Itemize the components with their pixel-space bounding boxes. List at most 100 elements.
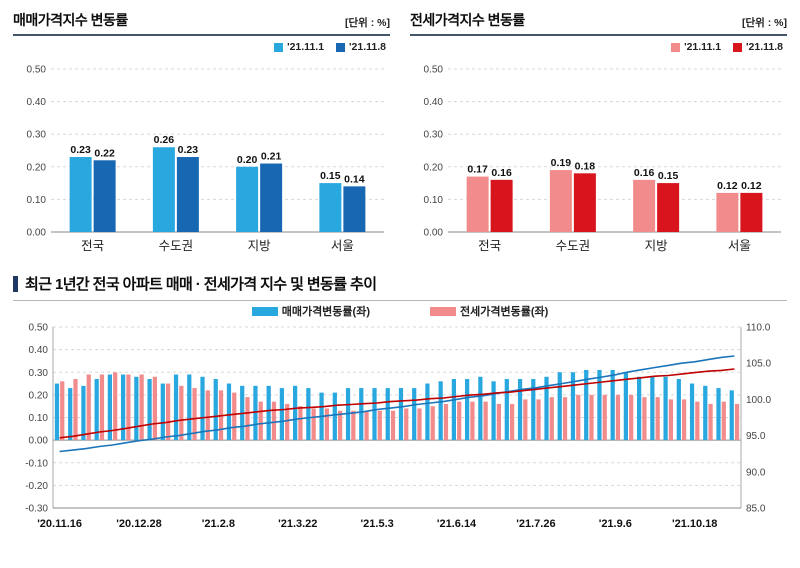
y-tick-label: 0.50 — [27, 65, 47, 76]
bar — [438, 381, 443, 441]
bar — [562, 397, 568, 441]
bar — [602, 394, 607, 441]
bar — [443, 403, 449, 441]
bar-value-label: 0.18 — [575, 160, 596, 172]
bar — [517, 379, 523, 441]
y-tick-label: 0.00 — [424, 228, 444, 239]
bar-value-label: 0.15 — [658, 170, 679, 182]
x-tick-label: '21.3.22 — [278, 518, 317, 530]
bar — [430, 406, 435, 441]
right-y-tick-label: 90.0 — [746, 467, 766, 478]
jeonse-unit-label: [단위 : %] — [742, 17, 787, 29]
legend-label: '21.11.8 — [349, 41, 386, 53]
trend-section-header: 최근 1년간 전국 아파트 매매 · 전세가격 지수 및 변동률 추이 — [13, 273, 787, 294]
bar — [504, 379, 509, 441]
bar — [729, 390, 734, 441]
bar — [549, 170, 572, 232]
bar — [573, 173, 596, 232]
bar — [134, 376, 139, 441]
left-y-tick-label: 0.20 — [29, 390, 49, 401]
category-label: 지방 — [248, 239, 272, 253]
legend-label: 매매가격변동률(좌) — [281, 306, 370, 318]
bar — [523, 399, 528, 441]
y-tick-label: 0.40 — [424, 97, 444, 108]
x-tick-label: '21.5.3 — [361, 518, 394, 530]
sale-unit-label: [단위 : %] — [345, 17, 390, 29]
jeonse-index-line — [59, 368, 735, 439]
bar — [457, 401, 462, 441]
left-y-tick-label: 0.40 — [29, 345, 49, 356]
legend-label: '21.11.1 — [287, 41, 325, 53]
bar — [385, 388, 390, 441]
bar — [121, 374, 126, 441]
bar-value-label: 0.12 — [717, 180, 738, 192]
bar — [398, 388, 404, 441]
bar — [337, 410, 343, 441]
bar — [60, 381, 65, 441]
y-tick-label: 0.30 — [424, 130, 444, 141]
bar — [160, 383, 165, 441]
bar — [412, 388, 417, 441]
bar-value-label: 0.17 — [467, 164, 488, 176]
bar — [633, 179, 656, 232]
right-y-tick-label: 95.0 — [746, 431, 766, 442]
x-tick-label: '21.9.6 — [599, 518, 632, 530]
left-y-tick-label: -0.30 — [25, 504, 48, 515]
legend-swatch-sale — [251, 306, 278, 316]
bar — [544, 376, 549, 441]
bar-value-label: 0.12 — [741, 180, 762, 192]
jeonse-panel-title: 전세가격지수 변동률 — [410, 12, 525, 28]
bar — [629, 394, 634, 441]
bar — [716, 388, 721, 441]
bar — [650, 376, 655, 441]
bar — [466, 176, 489, 232]
bar — [68, 388, 73, 441]
bar — [126, 374, 131, 441]
bar-value-label: 0.22 — [94, 147, 115, 159]
left-y-tick-label: 0.10 — [29, 413, 49, 424]
legend-label: '21.11.8 — [746, 41, 783, 53]
sale-index-panel: 매매가격지수 변동률 [단위 : %] '21.11.1 '21.11.8 0.… — [13, 10, 390, 263]
bar — [681, 399, 687, 441]
bar — [179, 385, 184, 441]
bar — [570, 372, 576, 441]
bar — [623, 372, 629, 441]
bar — [359, 388, 364, 441]
bar — [152, 376, 157, 441]
bar — [417, 408, 422, 441]
bar — [285, 403, 290, 441]
bar — [549, 397, 554, 441]
bar — [351, 410, 356, 441]
bar — [478, 376, 483, 441]
bar — [708, 403, 713, 441]
right-y-tick-label: 110.0 — [746, 323, 771, 334]
bar — [192, 388, 197, 441]
bar-value-label: 0.21 — [261, 151, 282, 163]
bar — [615, 394, 621, 441]
bar — [99, 374, 105, 441]
bar-value-label: 0.16 — [491, 167, 512, 179]
legend-item: '21.11.1 — [671, 41, 721, 53]
legend-item: 전세가격변동률(좌) — [430, 303, 548, 319]
category-label: 서울 — [728, 239, 751, 253]
bar — [491, 381, 496, 441]
y-tick-label: 0.10 — [424, 195, 444, 206]
bar — [716, 192, 739, 232]
bar — [695, 401, 700, 441]
bar — [311, 408, 316, 441]
bar — [324, 408, 329, 441]
bar — [279, 388, 285, 441]
bar — [597, 369, 602, 441]
bar — [200, 376, 205, 441]
bar-value-label: 0.23 — [70, 144, 91, 156]
y-tick-label: 0.30 — [27, 130, 47, 141]
bar — [657, 183, 680, 232]
bar-value-label: 0.15 — [320, 170, 341, 182]
bar-value-label: 0.19 — [551, 157, 572, 169]
bar — [663, 376, 668, 441]
right-y-tick-label: 85.0 — [746, 504, 766, 515]
bar — [258, 401, 263, 441]
bar — [293, 385, 298, 441]
legend-swatch-jeonse — [430, 306, 456, 316]
